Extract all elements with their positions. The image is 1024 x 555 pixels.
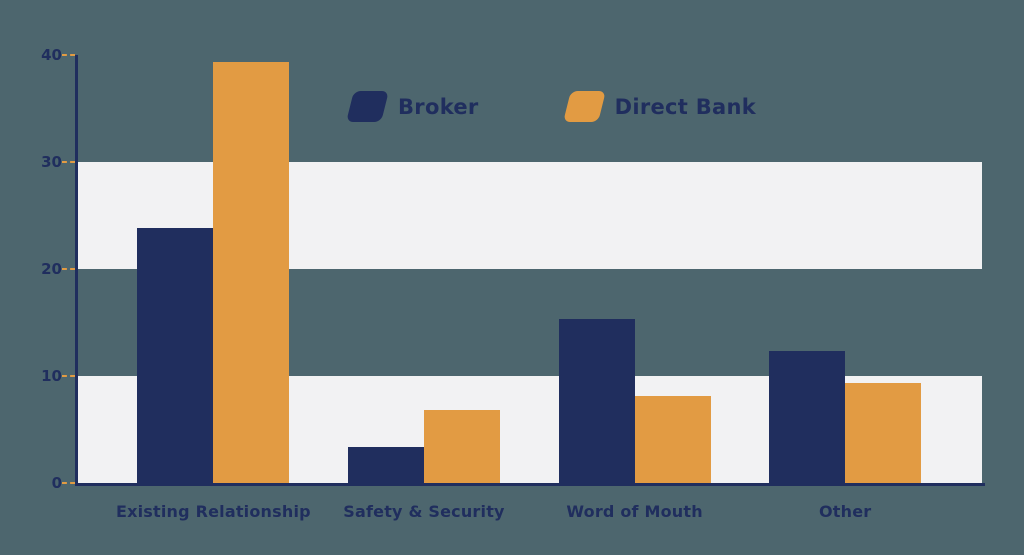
x-label-word-of-mouth: Word of Mouth [566, 502, 703, 521]
y-tick-label-20: 20 [41, 260, 62, 278]
bar-direct-bank-word-of-mouth [634, 396, 711, 483]
legend: Broker Direct Bank [346, 91, 757, 122]
bar-direct-bank-other [845, 383, 922, 483]
y-tick-mark-0 [62, 482, 75, 484]
bar-broker-word-of-mouth [558, 319, 635, 483]
bar-broker-existing-relationship [137, 228, 214, 483]
x-label-safety-security: Safety & Security [343, 502, 505, 521]
bar-direct-bank-existing-relationship [213, 62, 290, 483]
broker-swatch-icon [346, 91, 389, 122]
direct-bank-swatch-icon [562, 91, 606, 122]
bar-broker-safety-security [348, 446, 424, 483]
y-tick-label-0: 0 [51, 474, 62, 492]
y-tick-mark-20 [62, 268, 75, 270]
y-axis-line [75, 55, 78, 486]
y-tick-mark-10 [62, 375, 75, 377]
y-tick-label-40: 40 [41, 46, 62, 64]
y-tick-mark-30 [62, 161, 75, 163]
legend-item-broker: Broker [346, 91, 479, 122]
x-axis-line [75, 483, 985, 486]
x-label-existing-relationship: Existing Relationship [115, 502, 311, 521]
y-tick-label-30: 30 [41, 153, 62, 171]
legend-item-direct-bank: Direct Bank [562, 91, 757, 122]
y-tick-mark-40 [62, 54, 75, 56]
broker-legend-label: Broker [398, 94, 479, 119]
bar-direct-bank-safety-security [424, 410, 500, 483]
y-tick-label-10: 10 [41, 367, 62, 385]
direct-bank-legend-label: Direct Bank [614, 94, 757, 119]
bar-broker-other [769, 351, 846, 483]
x-label-other: Other [818, 502, 872, 521]
